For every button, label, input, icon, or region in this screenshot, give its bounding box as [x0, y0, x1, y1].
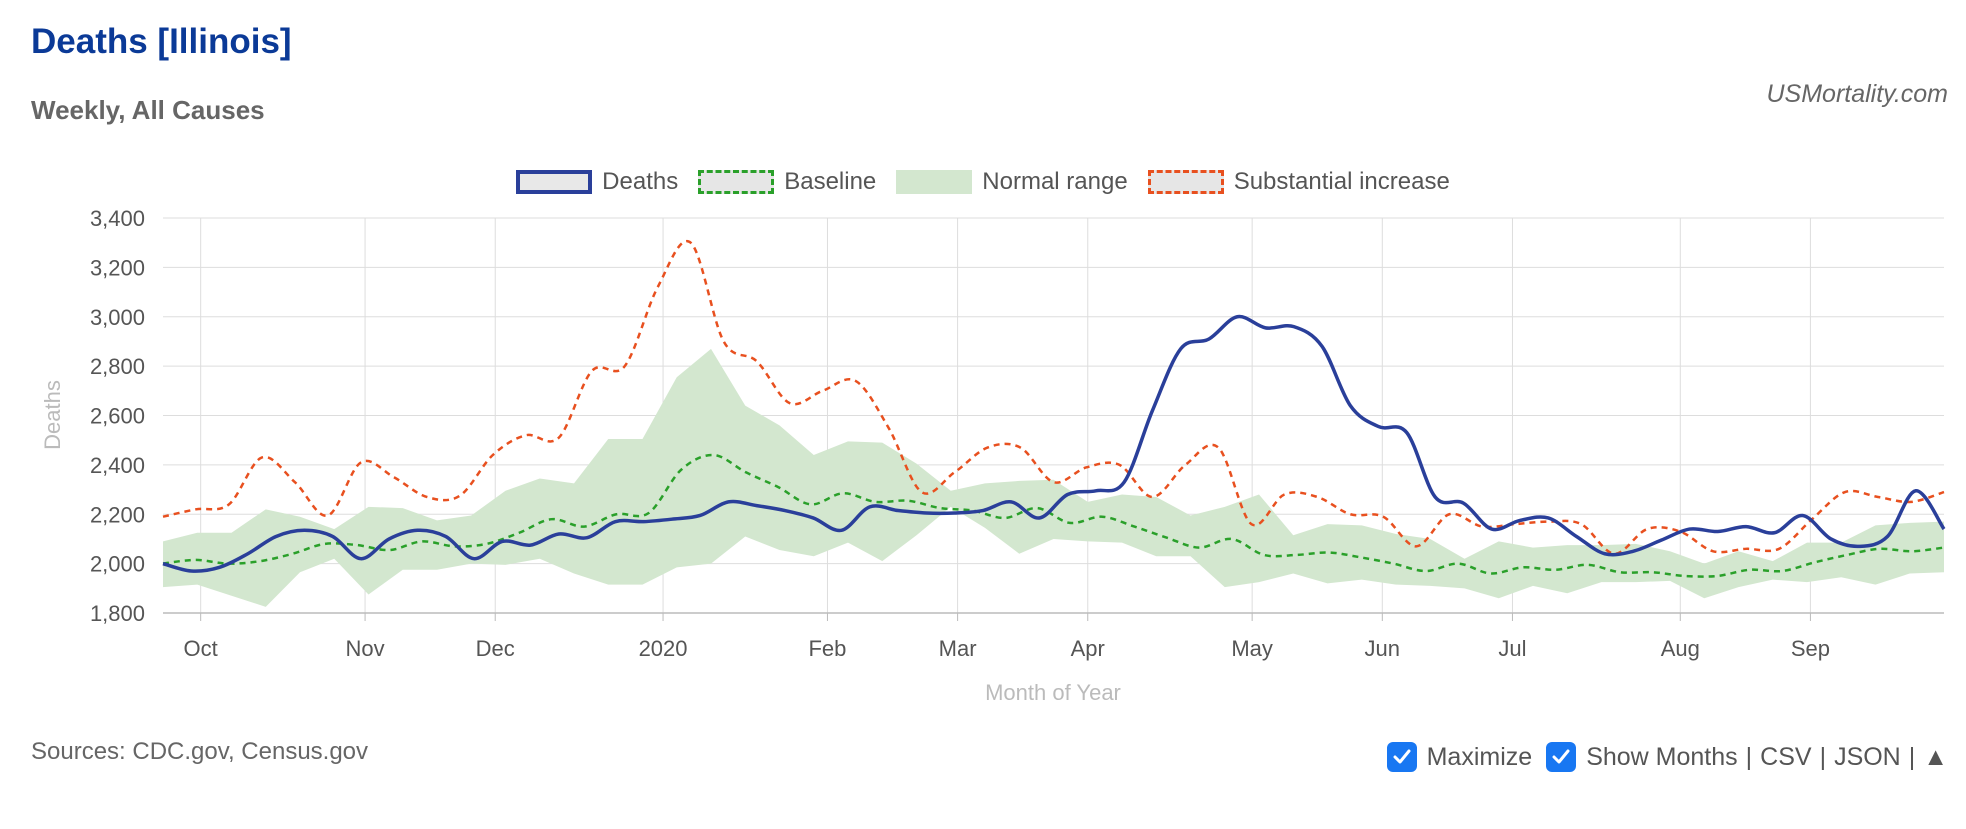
x-tick-label: Feb: [808, 636, 846, 661]
legend-item-normal-range[interactable]: Normal range: [896, 168, 1128, 196]
normal-range-area: [163, 348, 1944, 607]
x-tick-label: Nov: [346, 636, 385, 661]
separator: |: [1908, 742, 1916, 771]
legend-item-substantial-increase[interactable]: Substantial increase: [1147, 168, 1450, 196]
x-tick-label: Jun: [1365, 636, 1400, 661]
maximize-label[interactable]: Maximize: [1426, 742, 1533, 771]
x-tick-label: Sep: [1791, 636, 1830, 661]
legend-label-baseline: Baseline: [784, 168, 877, 195]
legend-swatch-substantial-increase: [1147, 170, 1224, 194]
y-tick-label: 2,400: [90, 453, 145, 478]
show-months-checkbox[interactable]: [1546, 742, 1577, 772]
x-tick-label: Aug: [1661, 636, 1700, 661]
legend-item-baseline[interactable]: Baseline: [698, 168, 876, 196]
x-tick-label: Apr: [1071, 636, 1105, 661]
legend-swatch-normal-range: [896, 170, 973, 194]
sources-note: Sources: CDC.gov, Census.gov: [31, 738, 369, 765]
checkmark-icon: [1552, 749, 1570, 764]
y-tick-label: 2,600: [90, 404, 145, 429]
y-tick-label: 3,200: [90, 255, 145, 280]
y-tick-label: 2,000: [90, 552, 145, 577]
y-tick-label: 3,000: [90, 305, 145, 330]
substantial-increase-line: [162, 239, 1945, 555]
x-tick-label: Oct: [184, 636, 218, 661]
json-link[interactable]: JSON: [1834, 742, 1901, 771]
chart-subtitle: Weekly, All Causes: [31, 95, 265, 125]
separator: |: [1745, 742, 1753, 771]
x-axis-label: Month of Year: [985, 680, 1121, 705]
deaths-line: [162, 314, 1946, 573]
legend-label-deaths: Deaths: [602, 168, 679, 195]
maximize-checkbox[interactable]: [1386, 742, 1417, 772]
y-tick-label: 2,200: [90, 502, 145, 527]
legend-label-normal-range: Normal range: [982, 168, 1128, 195]
page-title: Deaths [Illinois]: [31, 22, 292, 61]
chart-controls: Maximize Show Months | CSV | JSON | ▲: [1386, 742, 1948, 772]
legend-label-substantial-increase: Substantial increase: [1233, 168, 1450, 195]
brand-label: USMortality.com: [1766, 80, 1948, 108]
legend-swatch-deaths: [516, 170, 593, 194]
y-tick-label: 3,400: [90, 206, 145, 231]
scroll-top-button[interactable]: ▲: [1923, 742, 1948, 771]
y-tick-label: 1,800: [90, 601, 145, 626]
x-tick-label: 2020: [639, 636, 688, 661]
x-tick-label: Mar: [939, 636, 977, 661]
checkmark-icon: [1393, 749, 1411, 764]
x-tick-label: May: [1231, 636, 1273, 661]
y-tick-label: 2,800: [90, 354, 145, 379]
csv-link[interactable]: CSV: [1760, 742, 1812, 771]
chart-legend: Deaths Baseline Normal range Substantial…: [0, 168, 1966, 196]
y-axis-label: Deaths: [40, 380, 65, 450]
separator: |: [1819, 742, 1827, 771]
legend-item-deaths[interactable]: Deaths: [516, 168, 678, 196]
legend-swatch-baseline: [698, 170, 775, 194]
x-tick-label: Dec: [476, 636, 515, 661]
show-months-label[interactable]: Show Months: [1586, 742, 1738, 771]
x-tick-label: Jul: [1498, 636, 1526, 661]
